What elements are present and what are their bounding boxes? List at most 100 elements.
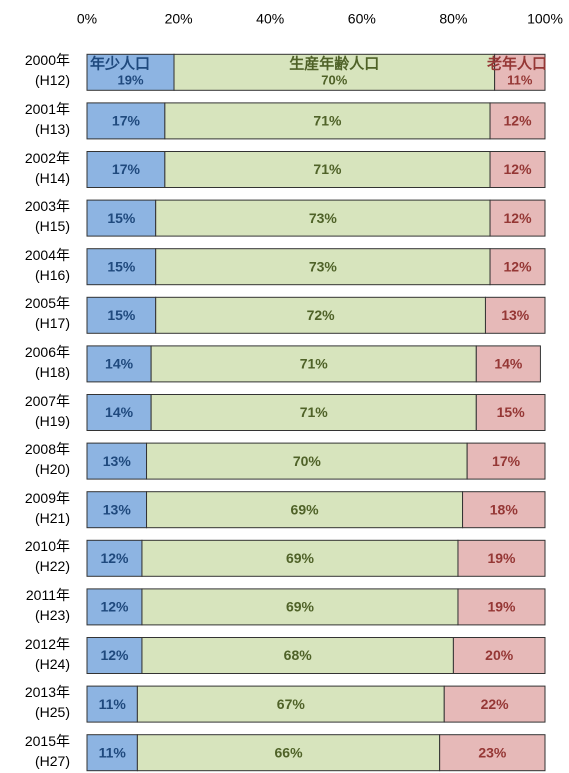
- bar-segment: [457, 588, 546, 626]
- bar-segment: [86, 539, 143, 577]
- value-label: 69%: [286, 599, 315, 615]
- value-label: 11%: [507, 73, 533, 88]
- value-label: 17%: [492, 453, 521, 469]
- value-label: 70%: [293, 453, 322, 469]
- bar-segment: [443, 685, 546, 723]
- bar-segment: [86, 491, 148, 529]
- bar-segment: [86, 685, 138, 723]
- value-label: 14%: [105, 356, 134, 372]
- bar-segment: [452, 637, 546, 674]
- bar-segment: [173, 53, 496, 91]
- x-tick-label: 40%: [256, 11, 284, 27]
- bar-segment: [457, 539, 546, 577]
- value-label: 23%: [478, 744, 507, 760]
- bar-segment: [494, 53, 546, 91]
- value-label: 73%: [309, 210, 338, 226]
- bar-segment: [86, 296, 157, 334]
- value-label: 15%: [107, 258, 136, 274]
- value-label: 71%: [313, 161, 342, 177]
- bar-segment: [475, 345, 541, 383]
- value-label: 66%: [275, 744, 304, 760]
- value-label: 71%: [300, 356, 329, 372]
- value-label: 13%: [103, 501, 132, 517]
- category-label: 2015年 (H27): [24, 732, 70, 769]
- value-label: 13%: [103, 453, 132, 469]
- x-tick-label: 100%: [527, 11, 563, 27]
- bar-segment: [164, 151, 491, 188]
- value-label: 11%: [99, 696, 127, 712]
- value-label: 12%: [100, 599, 129, 615]
- bar-segment: [462, 491, 546, 529]
- bar-segment: [86, 734, 138, 772]
- x-tick-label: 20%: [165, 11, 193, 27]
- value-label: 69%: [291, 501, 320, 517]
- bar-segment: [164, 102, 491, 140]
- value-label: 15%: [497, 404, 526, 420]
- bar-segment: [146, 491, 464, 529]
- category-label: 2005年 (H17): [24, 295, 70, 332]
- bar-segment: [86, 248, 157, 286]
- value-label: 19%: [487, 550, 516, 566]
- value-label: 12%: [100, 647, 129, 663]
- category-label: 2011年 (H23): [25, 586, 70, 623]
- category-label: 2013年 (H25): [24, 684, 70, 721]
- bar-segment: [86, 637, 143, 674]
- category-label: 2007年 (H19): [24, 392, 70, 429]
- value-label: 13%: [501, 307, 530, 323]
- value-label: 71%: [300, 404, 329, 420]
- value-label: 18%: [490, 501, 519, 517]
- value-label: 19%: [117, 73, 143, 88]
- value-label: 20%: [485, 647, 514, 663]
- category-label: 2000年 (H12): [24, 52, 70, 89]
- category-label: 2010年 (H22): [24, 538, 70, 575]
- value-label: 15%: [107, 210, 136, 226]
- category-label: 2008年 (H20): [24, 441, 70, 478]
- bar-segment: [150, 345, 477, 383]
- bar-segment: [86, 345, 152, 383]
- category-label: 2002年 (H14): [24, 149, 70, 186]
- x-tick-label: 60%: [348, 11, 376, 27]
- bar-segment: [466, 442, 546, 480]
- bar-segment: [489, 248, 546, 286]
- bar-segment: [86, 588, 143, 626]
- bar-segment: [489, 102, 546, 140]
- value-label: 72%: [307, 307, 336, 323]
- x-tick-label: 80%: [439, 11, 467, 27]
- bar-segment: [86, 394, 152, 431]
- value-label: 15%: [107, 307, 136, 323]
- value-label: 12%: [504, 113, 533, 129]
- bar-segment: [489, 151, 546, 188]
- bar-segment: [86, 151, 166, 188]
- bar-segment: [155, 248, 491, 286]
- value-label: 69%: [286, 550, 315, 566]
- bar-segment: [475, 394, 546, 431]
- bar-segment: [86, 199, 157, 237]
- value-label: 14%: [494, 356, 523, 372]
- bar-segment: [86, 442, 148, 480]
- category-label: 2006年 (H18): [24, 343, 70, 380]
- bar-segment: [141, 637, 454, 674]
- series-name: 老年人口: [486, 54, 547, 72]
- value-label: 11%: [99, 744, 127, 760]
- value-label: 17%: [112, 113, 141, 129]
- value-label: 12%: [504, 161, 533, 177]
- series-name: 年少人口: [90, 54, 150, 72]
- value-label: 71%: [313, 113, 342, 129]
- bar-segment: [439, 734, 546, 772]
- value-label: 70%: [321, 73, 347, 88]
- bar-segment: [86, 53, 175, 91]
- value-label: 22%: [481, 696, 510, 712]
- bar-segment: [141, 588, 459, 626]
- value-label: 68%: [284, 647, 313, 663]
- value-label: 12%: [504, 210, 533, 226]
- bar-segment: [150, 394, 477, 431]
- category-label: 2012年 (H24): [24, 635, 70, 672]
- value-label: 19%: [487, 599, 516, 615]
- bar-segment: [136, 685, 445, 723]
- series-name: 生産年齢人口: [289, 54, 379, 72]
- bar-segment: [489, 199, 546, 237]
- value-label: 14%: [105, 404, 134, 420]
- category-label: 2004年 (H16): [24, 246, 70, 283]
